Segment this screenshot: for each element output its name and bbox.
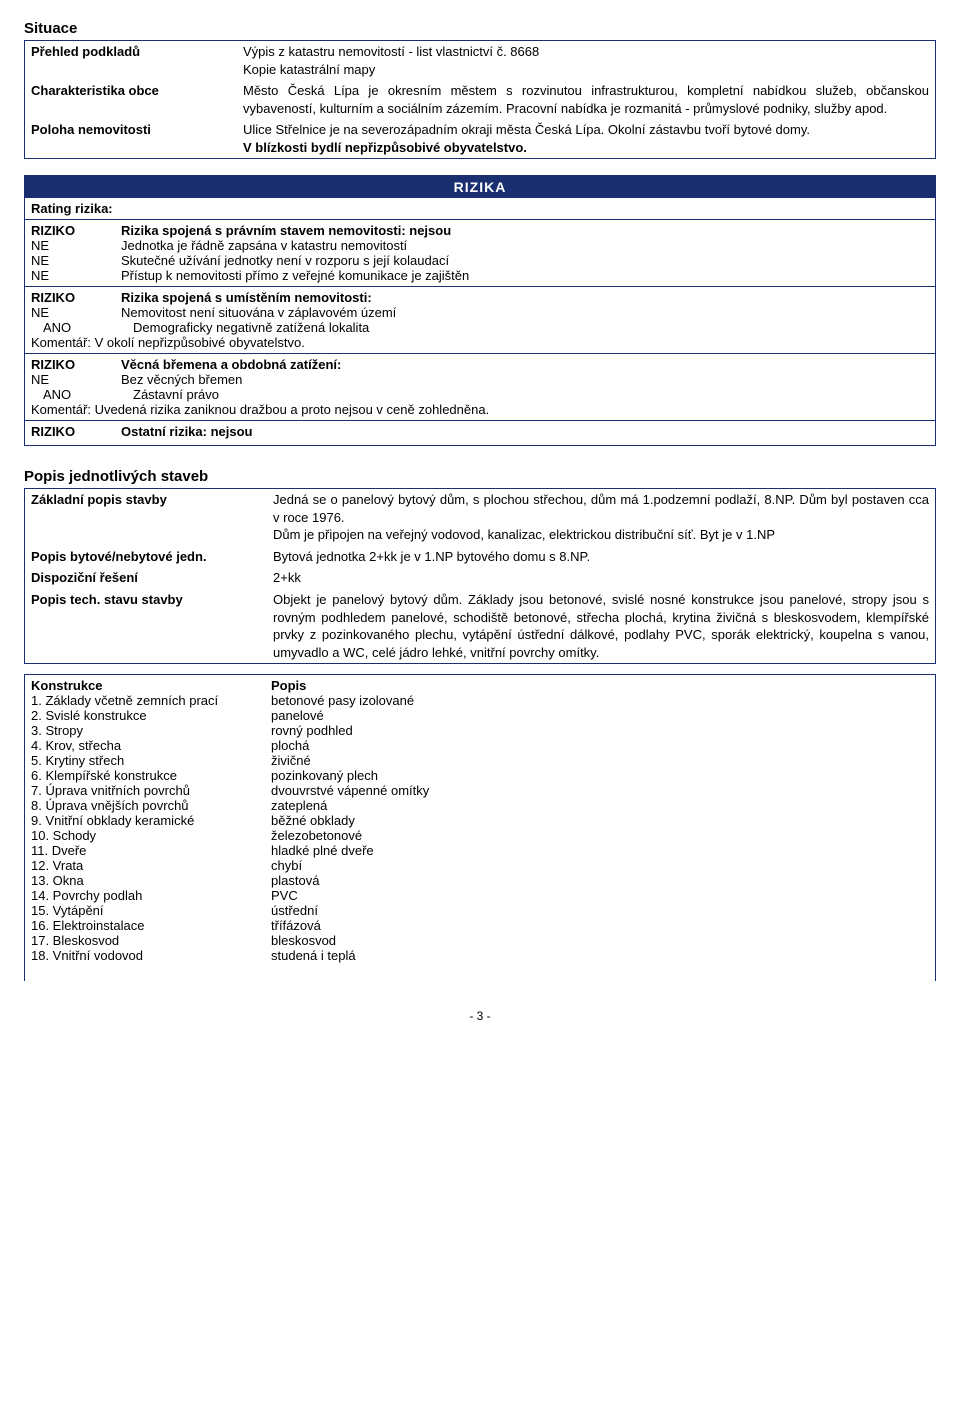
konstrukce-row-label: 18. Vnitřní vodovod bbox=[31, 948, 271, 963]
riziko-head-key: RIZIKO bbox=[31, 357, 121, 372]
konstrukce-row-label: 17. Bleskosvod bbox=[31, 933, 271, 948]
konstrukce-row-value: hladké plné dveře bbox=[271, 843, 929, 858]
rizika-rating: Rating rizika: bbox=[31, 201, 929, 216]
konstrukce-row-value: PVC bbox=[271, 888, 929, 903]
riziko-head-key: RIZIKO bbox=[31, 424, 121, 439]
popis-row-0-label: Základní popis stavby bbox=[25, 489, 268, 546]
konstrukce-row-label: 13. Okna bbox=[31, 873, 271, 888]
konstrukce-row-value: železobetonové bbox=[271, 828, 929, 843]
konstrukce-row-label: 16. Elektroinstalace bbox=[31, 918, 271, 933]
konstrukce-row-label: 3. Stropy bbox=[31, 723, 271, 738]
popis-row-1-label: Popis bytové/nebytové jedn. bbox=[25, 546, 268, 568]
riziko-item-key: NE bbox=[31, 305, 121, 320]
popis-row-2-value: 2+kk bbox=[267, 567, 936, 589]
konstrukce-row-label: 6. Klempířské konstrukce bbox=[31, 768, 271, 783]
konstrukce-row-label: 10. Schody bbox=[31, 828, 271, 843]
popis-row-3-label: Popis tech. stavu stavby bbox=[25, 589, 268, 664]
riziko-item-key: ANO bbox=[31, 320, 133, 335]
konstrukce-row-value: bleskosvod bbox=[271, 933, 929, 948]
konstrukce-row-label: 8. Úprava vnějších povrchů bbox=[31, 798, 271, 813]
riziko-item-key: NE bbox=[31, 238, 121, 253]
konstrukce-row-label: 2. Svislé konstrukce bbox=[31, 708, 271, 723]
konstrukce-head-1: Popis bbox=[271, 678, 929, 693]
rizika-header: RIZIKA bbox=[25, 176, 935, 198]
riziko-item-key: ANO bbox=[31, 387, 133, 402]
konstrukce-row-value: třífázová bbox=[271, 918, 929, 933]
situace-row-1-value: Město Česká Lípa je okresním městem s ro… bbox=[237, 80, 936, 119]
konstrukce-row-label: 1. Základy včetně zemních prací bbox=[31, 693, 271, 708]
situace-table: Přehled podkladů Výpis z katastru nemovi… bbox=[24, 40, 936, 159]
poloha-text-bold: V blízkosti bydlí nepřizpůsobivé obyvate… bbox=[243, 140, 527, 155]
riziko-item-val: Bez věcných břemen bbox=[121, 372, 929, 387]
konstrukce-row-label: 9. Vnitřní obklady keramické bbox=[31, 813, 271, 828]
situace-title: Situace bbox=[24, 20, 936, 37]
popis-title: Popis jednotlivých staveb bbox=[24, 468, 936, 485]
konstrukce-box: Konstrukce Popis 1. Základy včetně zemní… bbox=[24, 674, 936, 981]
konstrukce-row-value: ústřední bbox=[271, 903, 929, 918]
konstrukce-row-value: studená i teplá bbox=[271, 948, 929, 963]
konstrukce-row-value: plastová bbox=[271, 873, 929, 888]
riziko-comment: Komentář: V okolí nepřizpůsobivé obyvate… bbox=[31, 335, 929, 350]
konstrukce-row-label: 14. Povrchy podlah bbox=[31, 888, 271, 903]
konstrukce-row-label: 7. Úprava vnitřních povrchů bbox=[31, 783, 271, 798]
konstrukce-row-label: 15. Vytápění bbox=[31, 903, 271, 918]
konstrukce-row-value: dvouvrstvé vápenné omítky bbox=[271, 783, 929, 798]
riziko-item-val: Demograficky negativně zatížená lokalita bbox=[133, 320, 929, 335]
popis-row-0-value: Jedná se o panelový bytový dům, s plocho… bbox=[267, 489, 936, 546]
riziko-head-key: RIZIKO bbox=[31, 290, 121, 305]
konstrukce-row-value: živičné bbox=[271, 753, 929, 768]
riziko-item-val: Přístup k nemovitosti přímo z veřejné ko… bbox=[121, 268, 929, 283]
konstrukce-row-value: betonové pasy izolované bbox=[271, 693, 929, 708]
page-footer: - 3 - bbox=[24, 1009, 936, 1023]
riziko-head-val: Rizika spojená s umístěním nemovitosti: bbox=[121, 290, 929, 305]
riziko-item-key: NE bbox=[31, 268, 121, 283]
konstrukce-head-0: Konstrukce bbox=[31, 678, 271, 693]
poloha-text-normal: Ulice Střelnice je na severozápadním okr… bbox=[243, 122, 810, 137]
situace-row-0-label: Přehled podkladů bbox=[25, 41, 238, 81]
riziko-head-key: RIZIKO bbox=[31, 223, 121, 238]
riziko-head-val: Věcná břemena a obdobná zatížení: bbox=[121, 357, 929, 372]
situace-row-0-value: Výpis z katastru nemovitostí - list vlas… bbox=[237, 41, 936, 81]
riziko-head-val: Ostatní rizika: nejsou bbox=[121, 424, 929, 439]
riziko-item-key: NE bbox=[31, 253, 121, 268]
popis-row-3-value: Objekt je panelový bytový dům. Základy j… bbox=[267, 589, 936, 664]
konstrukce-row-label: 12. Vrata bbox=[31, 858, 271, 873]
konstrukce-row-value: běžné obklady bbox=[271, 813, 929, 828]
konstrukce-row-value: panelové bbox=[271, 708, 929, 723]
riziko-item-key: NE bbox=[31, 372, 121, 387]
situace-row-2-label: Poloha nemovitosti bbox=[25, 119, 238, 159]
riziko-comment: Komentář: Uvedená rizika zaniknou dražbo… bbox=[31, 402, 929, 417]
situace-row-2-value: Ulice Střelnice je na severozápadním okr… bbox=[237, 119, 936, 159]
popis-row-2-label: Dispoziční řešení bbox=[25, 567, 268, 589]
riziko-item-val: Skutečné užívání jednotky není v rozporu… bbox=[121, 253, 929, 268]
konstrukce-row-value: zateplená bbox=[271, 798, 929, 813]
konstrukce-row-label: 4. Krov, střecha bbox=[31, 738, 271, 753]
riziko-item-val: Jednotka je řádně zapsána v katastru nem… bbox=[121, 238, 929, 253]
popis-row-1-value: Bytová jednotka 2+kk je v 1.NP bytového … bbox=[267, 546, 936, 568]
rizika-box: RIZIKA Rating rizika: RIZIKORizika spoje… bbox=[24, 175, 936, 446]
popis-table: Základní popis stavby Jedná se o panelov… bbox=[24, 488, 936, 664]
situace-row-1-label: Charakteristika obce bbox=[25, 80, 238, 119]
riziko-item-val: Zástavní právo bbox=[133, 387, 929, 402]
konstrukce-row-value: pozinkovaný plech bbox=[271, 768, 929, 783]
riziko-item-val: Nemovitost není situována v záplavovém ú… bbox=[121, 305, 929, 320]
konstrukce-row-value: chybí bbox=[271, 858, 929, 873]
riziko-head-val: Rizika spojená s právním stavem nemovito… bbox=[121, 223, 929, 238]
konstrukce-row-value: plochá bbox=[271, 738, 929, 753]
konstrukce-row-label: 5. Krytiny střech bbox=[31, 753, 271, 768]
konstrukce-row-value: rovný podhled bbox=[271, 723, 929, 738]
konstrukce-row-label: 11. Dveře bbox=[31, 843, 271, 858]
